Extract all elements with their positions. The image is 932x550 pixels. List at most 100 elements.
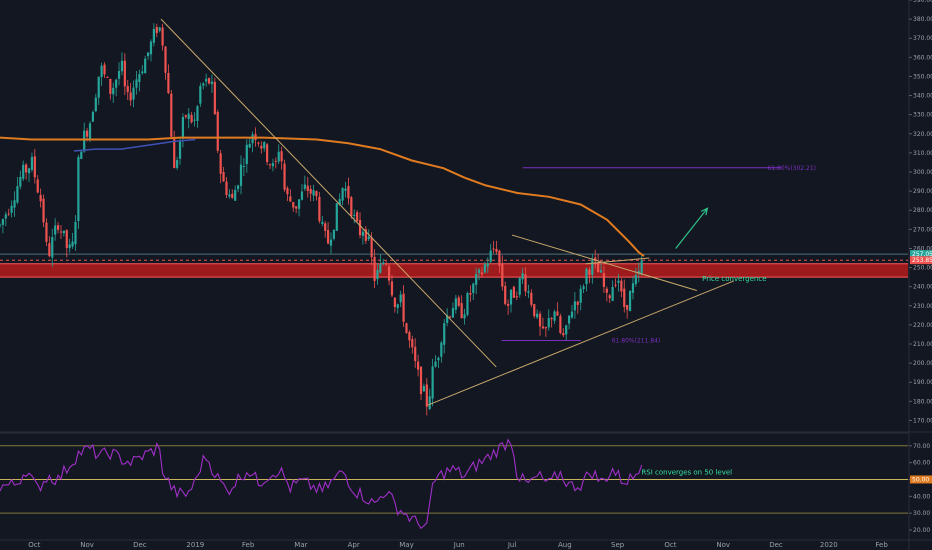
- candle-body: [536, 313, 539, 318]
- candle-body: [573, 301, 576, 311]
- candle-body: [158, 27, 161, 31]
- price-axis-tick-label: 180.00: [913, 398, 932, 405]
- candle-body: [129, 92, 132, 101]
- candle-body: [245, 144, 248, 165]
- candle-body: [640, 260, 643, 274]
- candle-body: [91, 111, 95, 122]
- candle-body: [170, 93, 173, 137]
- candle-body: [570, 311, 574, 318]
- candle-body: [492, 248, 495, 250]
- candle-body: [257, 142, 260, 144]
- candle-body: [65, 230, 68, 248]
- candle-body: [509, 289, 513, 305]
- candle-body: [588, 269, 591, 275]
- candle-body: [614, 284, 617, 286]
- candle-body: [321, 221, 324, 224]
- price-axis[interactable]: 170.00 180.00 190.00 200.00 210.00 220.00 230.…: [908, 0, 932, 550]
- candle-body: [448, 316, 452, 318]
- price-tag-box: [910, 250, 932, 259]
- candle-body: [280, 151, 283, 162]
- candle-body: [187, 113, 190, 120]
- candle-body: [239, 164, 243, 186]
- rsi-converges-label: RSI converges on 50 level: [641, 468, 732, 476]
- candle-body: [141, 71, 144, 74]
- trendline: [585, 257, 650, 265]
- candle-body: [184, 115, 187, 117]
- candle-body: [486, 263, 489, 267]
- candle-body: [382, 262, 385, 265]
- candle-body: [387, 266, 391, 281]
- candle-body: [205, 78, 208, 82]
- price-axis-tick-label: 280.00: [913, 207, 932, 214]
- trendline: [160, 18, 497, 368]
- candle-body: [225, 181, 228, 196]
- candle-body: [219, 153, 222, 174]
- candle-body: [56, 225, 60, 230]
- fib-level-label: 61.80%(302.21): [767, 165, 816, 172]
- time-axis-label: Dec: [133, 541, 147, 549]
- candle-body: [306, 185, 309, 191]
- candle-body: [541, 326, 545, 329]
- candle-body: [408, 332, 411, 341]
- candle-body: [524, 274, 527, 292]
- candle-body: [271, 163, 275, 167]
- candle-body: [100, 65, 103, 77]
- time-axis-label: Apr: [348, 541, 360, 549]
- candle-body: [277, 151, 280, 162]
- candle-body: [477, 269, 481, 273]
- candle-body: [329, 239, 333, 246]
- candle-body: [274, 160, 277, 162]
- candle-body: [417, 361, 420, 370]
- candle-body: [260, 145, 263, 149]
- time-axis-label: Aug: [558, 541, 572, 549]
- candle-body: [59, 231, 63, 233]
- price-axis-tick-label: 260.00: [913, 245, 932, 252]
- candle-body: [16, 186, 19, 203]
- candle-body: [538, 313, 542, 327]
- candle-body: [292, 202, 295, 208]
- candle-body: [402, 293, 405, 322]
- price-pane[interactable]: 61.80%(302.21) 61.80%(211.84) Price conver…: [0, 18, 932, 433]
- trendline: [427, 280, 734, 406]
- candle-body: [530, 292, 533, 305]
- candle-body: [475, 273, 478, 285]
- rsi-pane[interactable]: RSI converges on 50 level: [0, 432, 908, 530]
- candle-body: [597, 262, 600, 273]
- candle-body: [97, 76, 100, 98]
- price-axis-tick-label: 370.00: [913, 35, 932, 42]
- time-axis[interactable]: Oct Nov Dec 2019 Feb Mar Apr May Jun Jul Aug Sep Oct…: [0, 539, 932, 549]
- candle-body: [297, 199, 301, 209]
- candle-body: [379, 263, 382, 273]
- candle-body: [199, 85, 202, 104]
- rsi-tag-box: [910, 475, 932, 484]
- candle-body: [469, 293, 472, 295]
- candle-body: [437, 357, 440, 361]
- price-tag-label: 253.85: [912, 257, 932, 264]
- candle-body: [483, 264, 486, 273]
- candle-body: [544, 327, 547, 329]
- candle-body: [54, 225, 57, 235]
- candle-body: [356, 212, 359, 222]
- support-zone: [0, 263, 908, 278]
- candle-body: [431, 366, 434, 399]
- candle-body: [547, 318, 550, 328]
- arrow-head: [700, 207, 709, 216]
- candle-body: [115, 79, 118, 88]
- price-tag-box: [910, 256, 932, 265]
- rsi-axis-tick-label: 70.00: [913, 443, 930, 450]
- candle-body: [370, 237, 373, 258]
- price-axis-tick-label: 190.00: [913, 379, 932, 386]
- candle-body: [144, 58, 147, 74]
- candle-body: [527, 291, 530, 293]
- candle-body: [617, 280, 620, 283]
- candle-body: [190, 114, 193, 123]
- candle-body: [620, 280, 623, 292]
- candle-body: [626, 305, 629, 310]
- time-axis-label: Jun: [453, 541, 465, 549]
- candle-body: [521, 273, 524, 280]
- candle-body: [373, 256, 376, 282]
- candle-body: [36, 179, 39, 193]
- candle-body: [631, 283, 635, 293]
